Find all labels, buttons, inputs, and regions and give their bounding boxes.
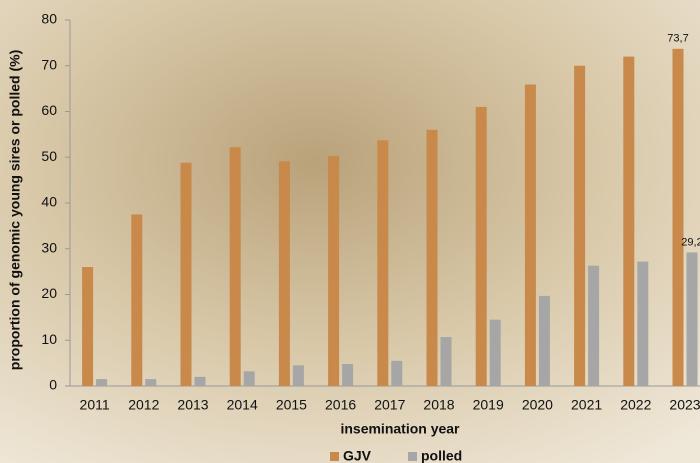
x-tick-label: 2013 xyxy=(177,397,208,413)
bar xyxy=(244,371,255,386)
bar xyxy=(623,57,634,386)
bar xyxy=(427,130,438,386)
bar xyxy=(96,379,107,386)
bar xyxy=(673,49,684,386)
y-tick-label: 50 xyxy=(41,148,57,164)
value-label: 73,7 xyxy=(667,33,688,45)
y-tick-label: 60 xyxy=(41,102,57,118)
value-label: 29,2 xyxy=(681,236,700,248)
bar xyxy=(342,364,353,386)
bar xyxy=(82,267,93,386)
bar xyxy=(279,161,290,386)
bar xyxy=(195,377,206,386)
background xyxy=(0,0,700,463)
bar xyxy=(525,85,536,386)
legend-label: polled xyxy=(421,448,462,463)
y-tick-label: 80 xyxy=(41,11,57,27)
bar xyxy=(588,266,599,386)
y-axis-label: proportion of genomic young sires or pol… xyxy=(7,50,23,370)
x-tick-label: 2012 xyxy=(128,397,159,413)
bar xyxy=(441,337,452,386)
bar xyxy=(293,365,304,386)
bar xyxy=(574,66,585,386)
bar xyxy=(131,214,142,386)
x-tick-label: 2022 xyxy=(620,397,651,413)
bar xyxy=(181,163,192,386)
bar xyxy=(391,361,402,386)
x-tick-label: 2011 xyxy=(80,397,110,413)
legend-swatch xyxy=(330,452,339,461)
x-tick-label: 2021 xyxy=(571,397,602,413)
y-tick-label: 10 xyxy=(41,331,57,347)
legend-swatch xyxy=(408,452,417,461)
y-tick-label: 0 xyxy=(49,377,57,393)
bar xyxy=(230,147,241,386)
legend-label: GJV xyxy=(343,448,372,463)
x-tick-label: 2016 xyxy=(325,397,356,413)
y-tick-label: 30 xyxy=(41,239,57,255)
y-tick-label: 70 xyxy=(41,56,57,72)
x-axis-label: insemination year xyxy=(340,421,460,437)
y-tick-label: 20 xyxy=(41,285,57,301)
x-tick-label: 2015 xyxy=(276,397,307,413)
chart: proportion of genomic young sires or pol… xyxy=(0,0,700,463)
bar xyxy=(687,252,698,386)
bar xyxy=(328,156,339,386)
bar xyxy=(476,107,487,386)
bar xyxy=(490,320,501,386)
y-tick-label: 40 xyxy=(41,194,57,210)
bar xyxy=(145,379,156,386)
x-tick-label: 2014 xyxy=(227,397,258,413)
x-tick-label: 2017 xyxy=(374,397,405,413)
x-tick-label: 2019 xyxy=(473,397,504,413)
x-tick-label: 2018 xyxy=(423,397,454,413)
x-tick-label: 2020 xyxy=(522,397,553,413)
bar xyxy=(377,140,388,386)
x-tick-label: 2023 xyxy=(669,397,700,413)
bar xyxy=(637,262,648,386)
bar xyxy=(539,296,550,386)
